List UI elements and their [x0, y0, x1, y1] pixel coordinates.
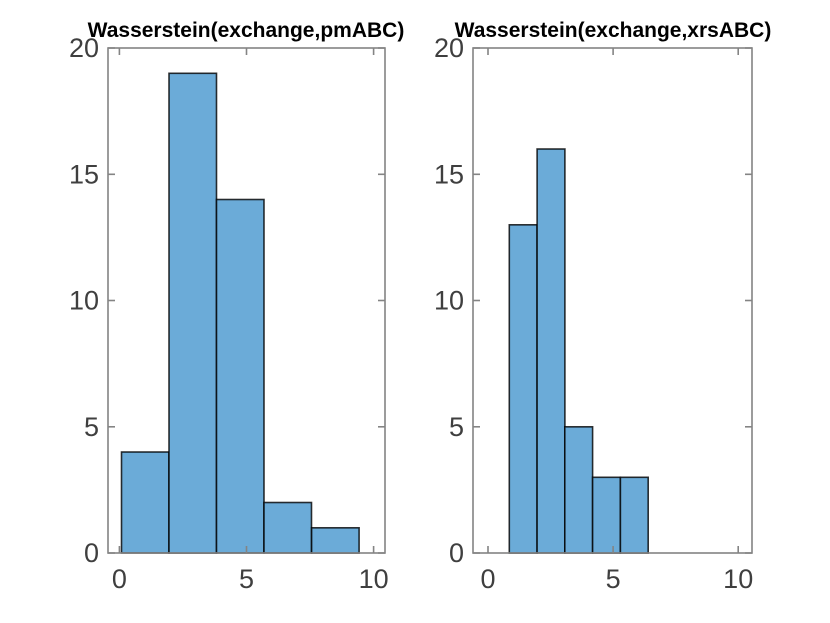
left-plot-title: Wasserstein(exchange,pmABC) — [88, 19, 405, 42]
histogram-bar — [215, 198, 265, 554]
y-tick-label: 5 — [84, 412, 99, 442]
y-tick-label: 15 — [69, 159, 99, 189]
histogram-bar — [168, 72, 218, 554]
histogram-bar — [591, 476, 622, 554]
histogram-bar — [508, 224, 538, 554]
y-tick-label: 20 — [434, 33, 464, 63]
left-histogram-plot: 0 5 10 0 5 10 15 20 — [69, 33, 389, 594]
x-tick-label: 10 — [359, 564, 389, 594]
x-tick-label: 0 — [112, 564, 127, 594]
y-tick-label: 5 — [449, 412, 464, 442]
right-plot-title: Wasserstein(exchange,xrsABC) — [455, 19, 772, 42]
x-tick-label: 0 — [480, 564, 495, 594]
x-tick-label: 5 — [239, 564, 254, 594]
x-tick-label: 10 — [723, 564, 753, 594]
y-tick-label: 10 — [69, 286, 99, 316]
y-tick-label: 15 — [434, 159, 464, 189]
y-tick-label: 0 — [84, 538, 99, 568]
x-tick-label: 5 — [606, 564, 621, 594]
right-histogram-plot: 0 5 10 0 5 10 15 20 — [434, 33, 753, 594]
y-tick-label: 10 — [434, 286, 464, 316]
histogram-bar — [310, 526, 360, 554]
y-tick-label: 20 — [69, 33, 99, 63]
y-tick-label: 0 — [449, 538, 464, 568]
histogram-bar — [619, 476, 650, 554]
histogram-bar — [563, 425, 594, 554]
histogram-bar — [120, 451, 170, 554]
histogram-bar — [263, 501, 313, 554]
histogram-bar — [536, 148, 566, 554]
